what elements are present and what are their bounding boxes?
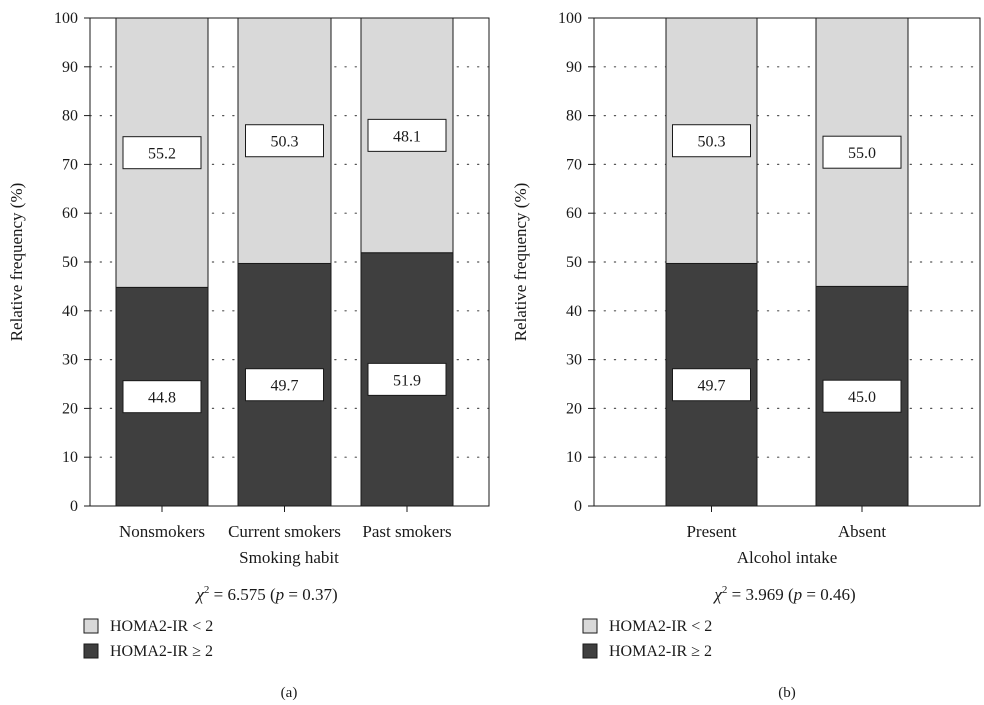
- y-tick-label: 0: [70, 498, 78, 515]
- y-tick-label: 70: [566, 156, 582, 173]
- plot-frame: [89, 17, 490, 507]
- plot-frame: [593, 17, 981, 507]
- y-tick-label: 30: [566, 352, 582, 369]
- panel-b: 0 10 20 30 40 50 60 70 80 90 100 49.7 50.3 Present 45.…: [511, 10, 981, 701]
- data-label-box: [367, 118, 447, 152]
- data-label: 45.0: [848, 389, 876, 406]
- legend-swatch: [582, 643, 598, 659]
- category-label: Past smokers: [362, 522, 451, 541]
- stat-p: p: [793, 585, 803, 604]
- data-label-box: [672, 368, 751, 402]
- y-tick-label: 50: [566, 254, 582, 271]
- legend-label: HOMA2-IR ≥ 2: [110, 643, 213, 660]
- y-tick-label: 20: [62, 400, 78, 417]
- stat-rest1: = 3.969 (: [727, 585, 794, 604]
- y-tick-label: 70: [62, 156, 78, 173]
- y-tick-label: 80: [566, 108, 582, 125]
- y-tick-label: 0: [574, 498, 582, 515]
- panel-label: (b): [778, 685, 796, 701]
- category-label: Nonsmokers: [119, 522, 205, 541]
- stat-rest1: = 6.575 (: [209, 585, 276, 604]
- y-tick-label: 10: [566, 449, 582, 466]
- y-tick-label: 90: [62, 59, 78, 76]
- y-tick-label: 40: [566, 303, 582, 320]
- y-axis-title: Relative frequency (%): [511, 183, 530, 342]
- stat-chi: χ: [194, 585, 204, 604]
- chi-square-stat: χ2 = 3.969 (p = 0.46): [712, 584, 855, 604]
- stat-chi: χ: [712, 585, 722, 604]
- y-tick-label: 100: [54, 10, 78, 27]
- data-label-box: [367, 362, 447, 396]
- y-tick-label: 90: [566, 59, 582, 76]
- y-tick-label: 60: [566, 205, 582, 222]
- legend-swatch: [83, 643, 99, 659]
- y-tick-label: 100: [558, 10, 582, 27]
- x-axis-title: Smoking habit: [239, 548, 339, 567]
- category-label: Present: [686, 522, 736, 541]
- legend-label: HOMA2-IR < 2: [609, 618, 712, 635]
- data-label: 44.8: [148, 390, 176, 407]
- y-tick-label: 30: [62, 352, 78, 369]
- stat-rest2: = 0.46): [802, 585, 856, 604]
- data-label-box: [122, 380, 202, 414]
- data-label: 49.7: [698, 378, 726, 395]
- stat-rest2: = 0.37): [284, 585, 338, 604]
- data-label: 49.7: [271, 378, 299, 395]
- data-label: 55.2: [148, 146, 176, 163]
- data-label-box: [245, 124, 324, 158]
- x-axis-title: Alcohol intake: [737, 548, 838, 567]
- y-tick-label: 80: [62, 108, 78, 125]
- stat-sup: 2: [722, 584, 728, 596]
- y-tick-label: 50: [62, 254, 78, 271]
- panel-label: (a): [281, 685, 298, 701]
- category-label: Current smokers: [228, 522, 341, 541]
- data-label: 51.9: [393, 372, 421, 389]
- data-label-box: [245, 368, 324, 402]
- data-label-box: [822, 379, 902, 413]
- stat-p: p: [275, 585, 285, 604]
- chi-square-stat: χ2 = 6.575 (p = 0.37): [194, 584, 337, 604]
- y-tick-label: 60: [62, 205, 78, 222]
- stat-sup: 2: [204, 584, 210, 596]
- y-tick-label: 20: [566, 400, 582, 417]
- legend-swatch: [582, 618, 598, 634]
- panel-a: 0 10 20 30 40 50 60 70 80 90 100 44.8 55.2 Nonsmokers…: [7, 10, 490, 701]
- y-axis-title: Relative frequency (%): [7, 183, 26, 342]
- data-label-box: [822, 135, 902, 169]
- legend-label: HOMA2-IR < 2: [110, 618, 213, 635]
- y-tick-label: 10: [62, 449, 78, 466]
- data-label: 50.3: [698, 134, 726, 151]
- legend-label: HOMA2-IR ≥ 2: [609, 643, 712, 660]
- y-tick-label: 40: [62, 303, 78, 320]
- data-label: 48.1: [393, 128, 421, 145]
- legend-swatch: [83, 618, 99, 634]
- category-label: Absent: [838, 522, 886, 541]
- data-label: 50.3: [271, 134, 299, 151]
- data-label: 55.0: [848, 145, 876, 162]
- data-label-box: [122, 136, 202, 170]
- data-label-box: [672, 124, 751, 158]
